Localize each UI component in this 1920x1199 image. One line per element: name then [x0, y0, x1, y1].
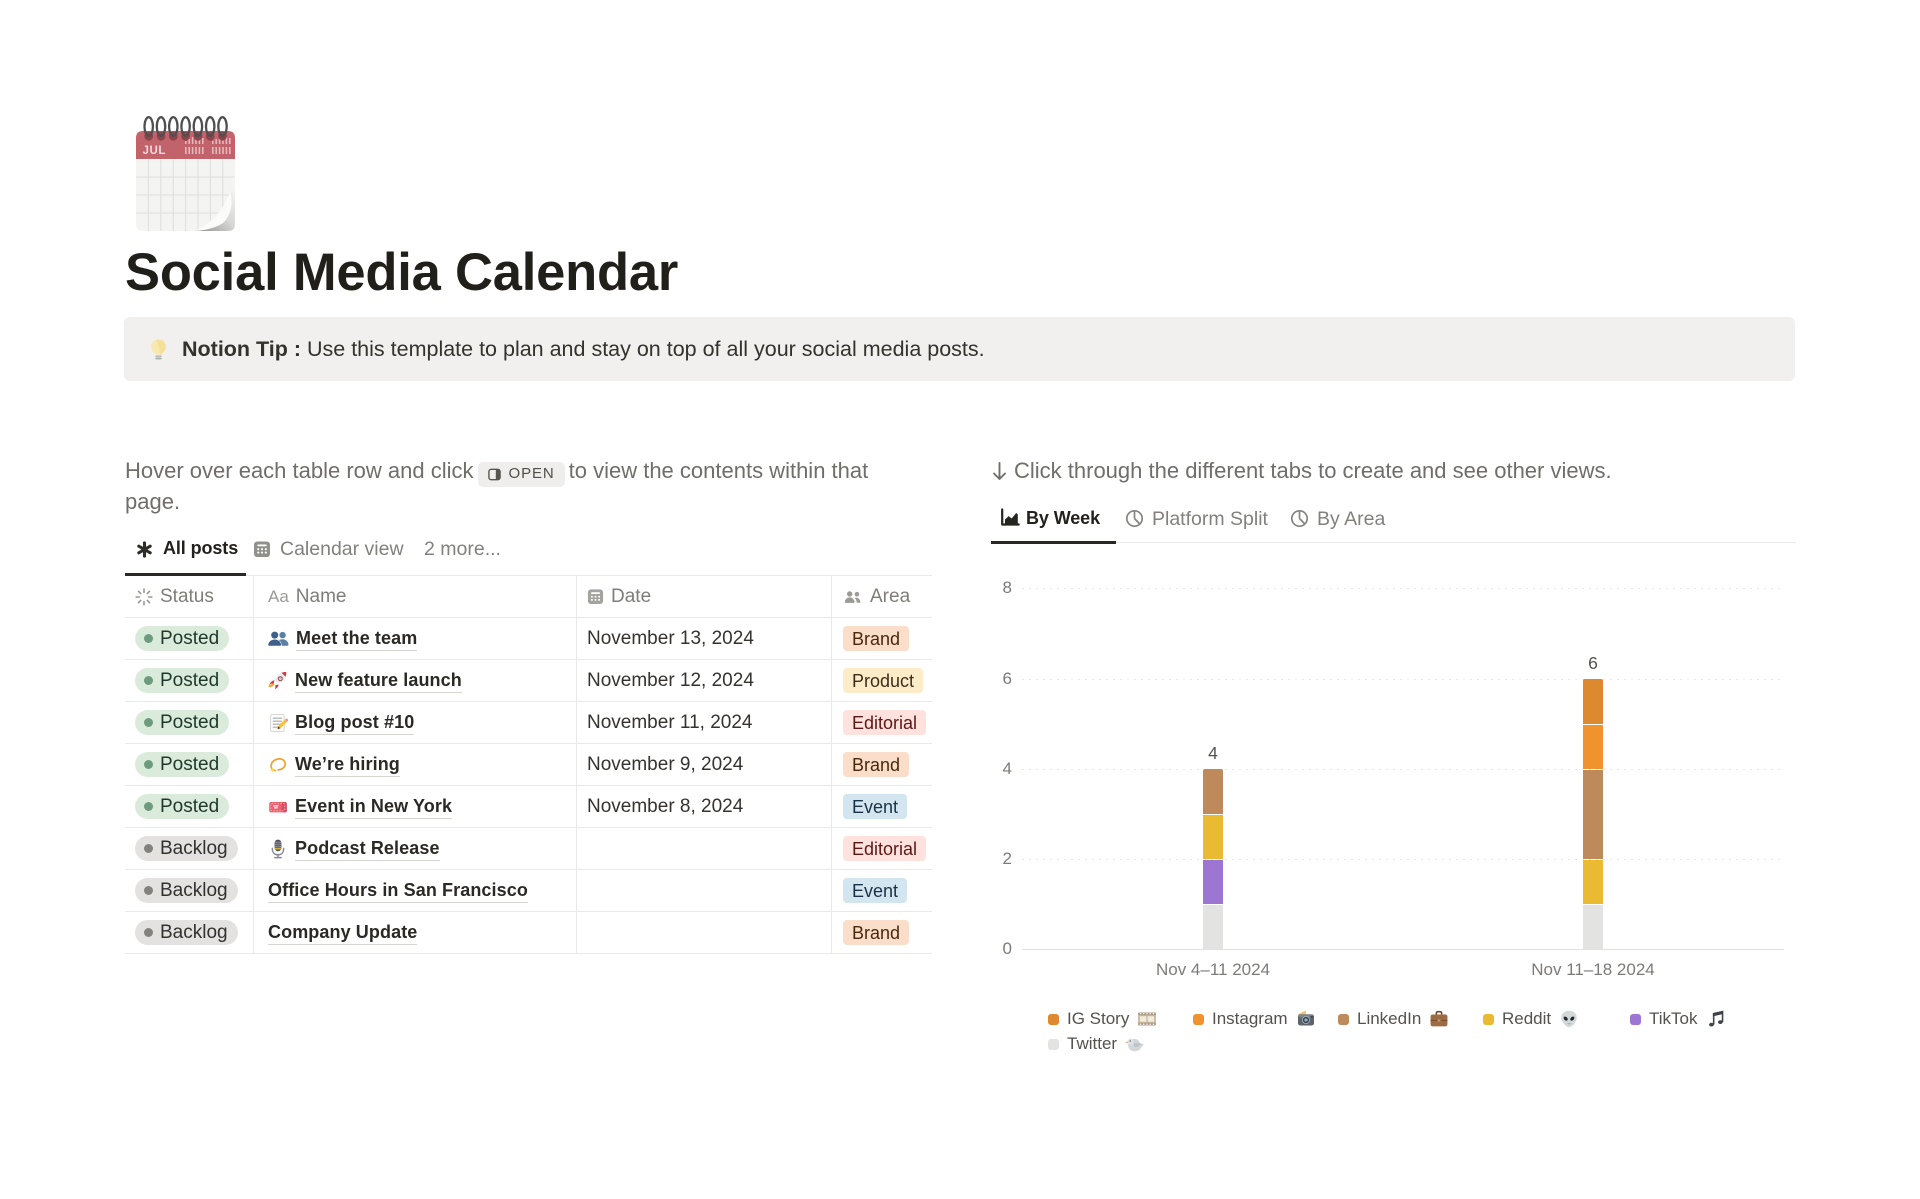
- svg-text:JUL: JUL: [143, 145, 167, 157]
